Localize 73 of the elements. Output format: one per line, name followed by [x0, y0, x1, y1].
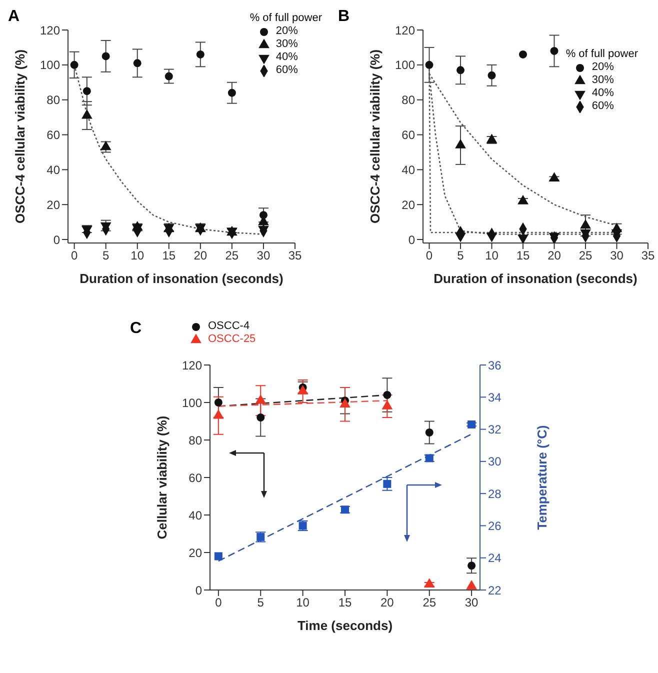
y-tick-label: 100 — [40, 58, 60, 72]
y2-tick-label: 26 — [488, 518, 502, 533]
y-axis-title: OSCC-4 cellular viability (%) — [12, 49, 28, 224]
x-tick-label: 0 — [70, 248, 78, 263]
y-tick-label: 40 — [188, 508, 202, 522]
legend-label: 20% — [592, 61, 614, 74]
y-tick-label: 120 — [40, 23, 60, 38]
x-tick-label: 35 — [288, 248, 302, 263]
y-axis-title: OSCC-4 cellular viability (%) — [368, 49, 383, 224]
y-tick-label: 0 — [195, 583, 202, 598]
y2-tick-label: 22 — [488, 583, 502, 598]
y-tick-label: 80 — [46, 93, 60, 108]
x-tick-label: 25 — [578, 248, 592, 263]
x-tick-label: 20 — [548, 248, 562, 263]
text: B — [338, 8, 350, 26]
legend-label: 60% — [276, 64, 298, 77]
y-tick-label: 80 — [402, 93, 416, 108]
x-tick-label: 0 — [215, 596, 222, 610]
y-tick-label: 120 — [394, 23, 416, 38]
legend-label: 30% — [592, 74, 614, 87]
y-tick-label: 20 — [188, 546, 202, 560]
y-tick-label: 80 — [188, 433, 202, 448]
x-tick-label: 25 — [422, 596, 436, 610]
x-tick-label: 15 — [162, 248, 176, 263]
x-tick-label: 15 — [338, 596, 352, 610]
y2-axis-title: Temperature (°C) — [534, 425, 550, 530]
x-tick-label: 15 — [516, 248, 530, 263]
x-axis-title: Duration of insonation (seconds) — [80, 271, 284, 286]
y-tick-label: 60 — [402, 128, 416, 142]
legend-label: OSCC-4 — [208, 320, 250, 333]
x-tick-label: 5 — [257, 596, 264, 610]
x-tick-label: 35 — [641, 248, 655, 263]
legend-title: % of full power — [250, 12, 322, 25]
legend-label: 40% — [592, 87, 614, 100]
legend-label: 60% — [592, 100, 614, 113]
x-tick-label: 5 — [102, 248, 110, 263]
y-tick-label: 0 — [53, 232, 60, 247]
y-axis-title: Cellular viability (%) — [154, 416, 170, 540]
x-tick-label: 10 — [485, 248, 499, 263]
x-tick-label: 30 — [610, 248, 624, 263]
text: A — [8, 8, 20, 26]
text: C — [130, 320, 142, 338]
y-tick-label: 60 — [46, 128, 60, 142]
y-tick-label: 100 — [394, 58, 416, 72]
legend-label: 30% — [276, 38, 298, 51]
y2-tick-label: 36 — [488, 358, 502, 372]
legend-label: 20% — [276, 25, 298, 38]
y-tick-label: 60 — [188, 470, 202, 485]
y-tick-label: 100 — [182, 396, 202, 410]
x-axis-title: Duration of insonation (seconds) — [434, 271, 638, 286]
y-tick-label: 40 — [402, 162, 416, 177]
legend-label: OSCC-25 — [208, 333, 256, 346]
x-tick-label: 30 — [256, 248, 270, 263]
x-tick-label: 10 — [296, 596, 310, 610]
y2-tick-label: 24 — [488, 551, 502, 566]
y-tick-label: 20 — [402, 198, 416, 212]
x-tick-label: 25 — [225, 248, 239, 263]
x-tick-label: 30 — [464, 596, 479, 610]
y-tick-label: 120 — [182, 358, 202, 372]
y2-tick-label: 30 — [488, 454, 502, 469]
x-tick-label: 20 — [380, 596, 394, 610]
legend-title: % of full power — [566, 48, 638, 61]
y-tick-label: 0 — [408, 232, 416, 247]
y2-tick-label: 32 — [488, 422, 502, 437]
x-tick-label: 0 — [426, 248, 433, 263]
y-tick-label: 20 — [46, 198, 60, 212]
y-tick-label: 40 — [46, 162, 60, 177]
y2-tick-label: 28 — [488, 486, 502, 501]
legend-label: 40% — [276, 51, 298, 64]
x-tick-label: 5 — [457, 248, 464, 263]
x-tick-label: 10 — [130, 248, 144, 263]
x-axis-title: Time (seconds) — [297, 618, 393, 633]
y2-tick-label: 34 — [488, 390, 502, 404]
